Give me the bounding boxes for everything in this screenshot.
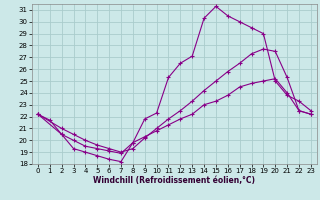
X-axis label: Windchill (Refroidissement éolien,°C): Windchill (Refroidissement éolien,°C): [93, 176, 255, 185]
